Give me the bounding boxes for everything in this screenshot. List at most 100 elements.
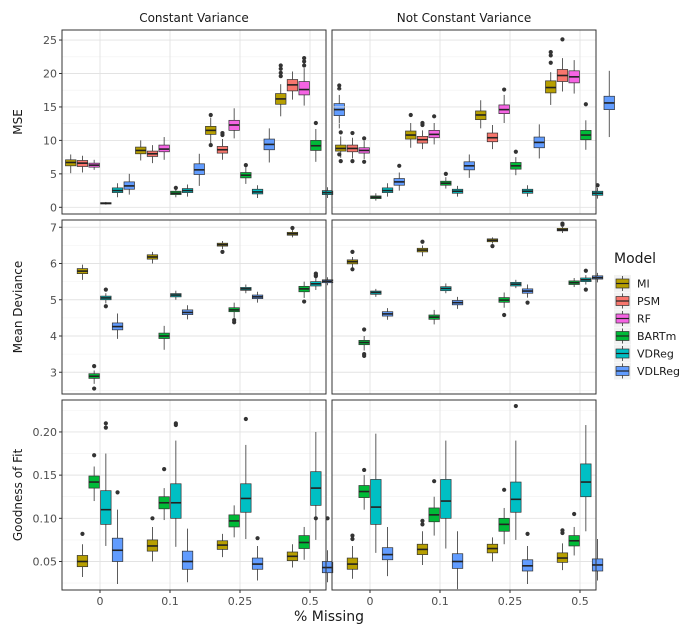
outlier-point (408, 112, 413, 118)
outlier-point (278, 74, 283, 79)
outlier-point (243, 416, 248, 422)
box-body (510, 481, 522, 513)
facet-panel (331, 399, 604, 591)
box-mi (76, 531, 89, 578)
legend-label: PSM (637, 295, 660, 308)
box-vdreg (240, 416, 252, 540)
box-vdreg (580, 268, 592, 292)
box-vdreg (100, 421, 112, 546)
box-bartm (240, 163, 252, 184)
panel-border (331, 219, 597, 395)
legend-label: MI (637, 278, 650, 291)
facet-panel (61, 219, 334, 395)
box-bartm (370, 193, 382, 201)
outlier-point (560, 528, 565, 533)
outlier-point (173, 421, 178, 426)
y-axis-title: Goodness of Fit (11, 449, 25, 542)
box-mi (486, 237, 499, 249)
outlier-point (302, 299, 307, 304)
box-vdlreg (393, 163, 405, 191)
outlier-point (103, 287, 108, 292)
outlier-point (290, 225, 295, 231)
x-tick-label: 0.1 (161, 595, 179, 608)
box-vdlreg (263, 128, 275, 163)
outlier-point (278, 70, 283, 75)
box-vdlreg (193, 153, 205, 186)
box-psm (486, 125, 499, 150)
outlier-point (337, 83, 342, 88)
box-vdlreg (111, 313, 124, 339)
outlier-point (420, 522, 425, 527)
outlier-point (525, 300, 530, 305)
box-vdreg (370, 433, 382, 553)
x-tick-label: 0 (367, 595, 374, 608)
outlier-point (420, 239, 425, 244)
y-tick-label: 4 (50, 330, 57, 343)
legend-item-rf: RF (614, 310, 651, 327)
outlier-point (115, 490, 120, 495)
y-tick-label: 15 (43, 101, 57, 114)
facet-panel (331, 219, 604, 395)
strip-label: Not Constant Variance (397, 11, 531, 25)
y-tick-label: 25 (43, 34, 57, 47)
box-vdlreg (603, 70, 615, 138)
box-mi (65, 154, 77, 174)
outlier-point (337, 152, 342, 157)
outlier-point (362, 327, 367, 332)
x-tick-label: 0.5 (571, 595, 589, 608)
box-vdreg (111, 183, 124, 198)
y-tick-label: 0.10 (33, 512, 58, 525)
box-vdreg (370, 288, 382, 297)
box-body (381, 547, 394, 561)
box-psm (216, 130, 229, 160)
y-tick-label: 7 (50, 221, 57, 234)
legend-label: BARTm (637, 330, 676, 343)
box-mi (146, 251, 159, 264)
outlier-point (583, 268, 588, 273)
outlier-point (490, 244, 495, 249)
box-vdreg (321, 187, 334, 198)
outlier-point (208, 112, 213, 118)
outlier-point (313, 516, 318, 521)
outlier-point (525, 531, 530, 536)
box-bartm (428, 309, 440, 325)
box-psm (346, 130, 359, 164)
box-mi (135, 140, 147, 161)
outlier-point (548, 49, 553, 55)
outlier-point (443, 171, 448, 176)
outlier-point (350, 130, 355, 136)
box-mi (205, 112, 217, 148)
legend-title: Model (614, 251, 656, 267)
box-body (170, 483, 182, 519)
box-body (181, 550, 194, 570)
outlier-point (220, 130, 225, 136)
facet-panel (331, 29, 615, 215)
box-bartm (298, 281, 310, 304)
outlier-point (302, 63, 307, 68)
outlier-point (350, 159, 355, 164)
outlier-point (313, 271, 318, 276)
y-axis-title: Mean Deviance (11, 261, 25, 354)
box-vdreg (310, 271, 322, 290)
box-bartm (358, 327, 370, 359)
box-mi (416, 239, 429, 257)
box-bartm (310, 120, 322, 162)
box-mi (286, 225, 299, 238)
box-vdreg (381, 183, 394, 197)
box-vdlreg (533, 124, 545, 159)
box-vdreg (521, 185, 534, 197)
box-vdreg (451, 185, 464, 197)
panel-border (61, 399, 327, 591)
box-bartm (568, 511, 580, 556)
outlier-point (350, 267, 355, 272)
box-rf (568, 60, 580, 94)
outlier-point (350, 533, 355, 538)
y-tick-label: 6 (50, 258, 57, 271)
outlier-point (362, 136, 367, 141)
outlier-point (362, 352, 367, 357)
outlier-point (513, 403, 518, 409)
outlier-point (583, 102, 588, 107)
box-vdlreg (521, 531, 534, 584)
outlier-point (103, 304, 108, 309)
x-tick-label: 0 (97, 595, 104, 608)
